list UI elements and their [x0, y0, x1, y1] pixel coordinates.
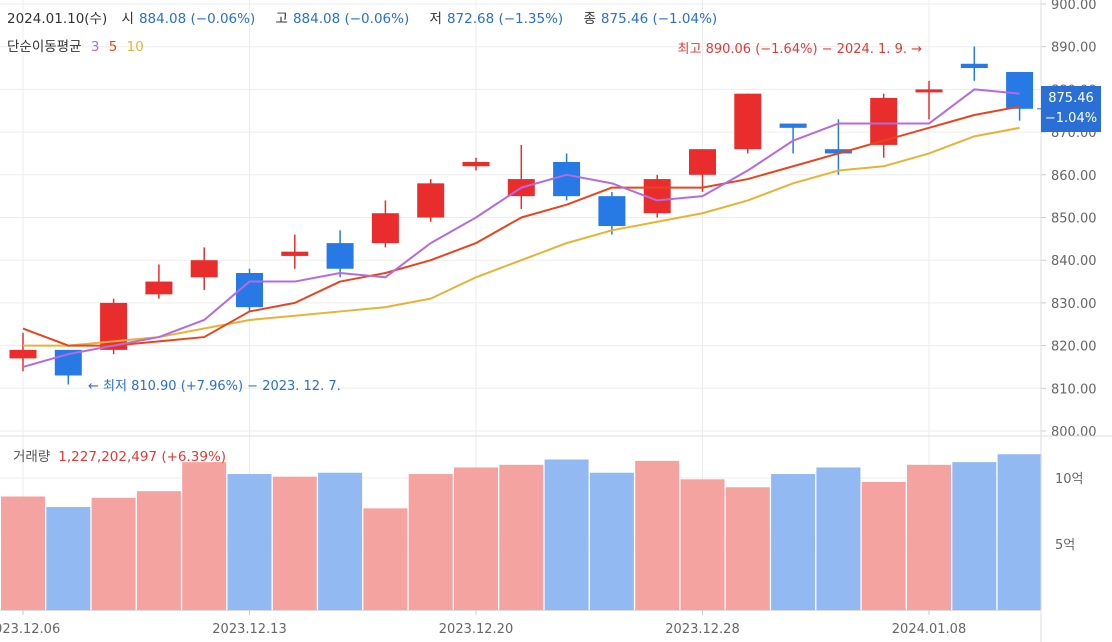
date-axis-label: 2023.12.06 [0, 622, 60, 637]
volume-bar [952, 462, 997, 610]
ma3-line [22, 88, 1020, 368]
info-high-value: 884.08 (−0.06%) [292, 11, 410, 27]
candle-body [281, 251, 309, 256]
volume-bar [680, 479, 725, 610]
candle-body [689, 149, 716, 175]
volume-axis-label: 5억 [1055, 538, 1075, 553]
info-open-value: 884.08 (−0.06%) [138, 11, 256, 27]
date-axis-label: 2023.12.28 [665, 622, 739, 637]
volume-bar [907, 464, 951, 610]
volume-bar [272, 476, 317, 610]
price-axis-label: 810.00 [1051, 382, 1097, 397]
volume-label: 거래량 [13, 449, 51, 465]
ma5-legend-label: 5 [108, 39, 118, 55]
ma3-legend-label: 3 [90, 39, 100, 55]
info-date: 2024.01.10(수) [7, 11, 108, 27]
current-change: −1.04% [1044, 111, 1098, 126]
high-annotation: 최고 890.06 (−1.64%) − 2024. 1. 9. → [677, 42, 922, 57]
volume-bar [771, 474, 816, 610]
ma10-line [23, 126, 1020, 347]
current-price-tag: 875.46 −1.04% [1041, 86, 1101, 132]
volume-bar [46, 507, 91, 610]
info-low-value: 872.68 (−1.35%) [446, 11, 564, 27]
volume-bar [227, 474, 272, 610]
price-axis-label: 860.00 [1051, 169, 1097, 184]
volume-bar [635, 460, 680, 610]
volume-bar [499, 464, 544, 610]
price-axis-label: 900.00 [1051, 0, 1097, 13]
candle-body [779, 123, 807, 128]
candles [9, 46, 1034, 385]
volume-bar [589, 472, 634, 610]
moving-average-legend[interactable]: 단순이동평균 3 5 10 [7, 35, 149, 55]
volume-value: 1,227,202,497 (+6.39%) [58, 449, 227, 465]
candle-body [417, 183, 445, 218]
volume-bars [1, 454, 1042, 610]
volume-bar [454, 467, 498, 610]
date-axis-label: 2023.12.13 [212, 622, 286, 637]
info-close-value: 875.46 (−1.04%) [600, 11, 718, 27]
volume-bar [91, 497, 136, 610]
price-axis-label: 890.00 [1051, 41, 1097, 56]
volume-bar [1, 496, 45, 610]
price-axis-label: 840.00 [1051, 254, 1097, 269]
date-axis-label: 2023.12.20 [439, 622, 513, 637]
volume-bar [318, 472, 363, 610]
candle-body [1006, 71, 1034, 109]
ma5-line [22, 105, 1020, 347]
volume-legend: 거래량 1,227,202,497 (+6.39%) [13, 445, 226, 465]
ohlc-info-bar: 2024.01.10(수) 시 884.08 (−0.06%) 고 884.08 (… [7, 7, 733, 27]
candle-body [824, 149, 852, 154]
current-price: 875.46 [1048, 91, 1094, 106]
info-close-label: 종 [583, 11, 596, 27]
candle-body [734, 93, 762, 150]
volume-bar [363, 508, 408, 610]
volume-bar [544, 459, 589, 610]
candle-body [915, 89, 943, 93]
moving-average-lines [22, 88, 1020, 368]
low-annotation: ← 최저 810.90 (+7.96%) − 2023. 12. 7. [88, 379, 341, 394]
ma10-legend-label: 10 [126, 39, 144, 55]
volume-axis-label: 10억 [1055, 472, 1084, 487]
candle-body [145, 281, 173, 295]
volume-bar [408, 474, 453, 610]
price-axis-label: 830.00 [1051, 297, 1097, 312]
candle-body [553, 161, 581, 197]
price-axis-label: 850.00 [1051, 212, 1097, 227]
ma-legend-title: 단순이동평균 [7, 39, 82, 55]
candle-body [9, 349, 37, 359]
price-axis-label: 820.00 [1051, 340, 1097, 355]
candle-body [371, 213, 399, 244]
price-axis-label: 800.00 [1051, 425, 1097, 440]
volume-bar [136, 491, 181, 610]
candle-body [462, 161, 490, 167]
info-high-label: 고 [275, 11, 288, 27]
date-axis-label: 2024.01.08 [892, 622, 966, 637]
volume-bar [861, 481, 906, 610]
volume-bar [182, 462, 227, 610]
candle-body [190, 260, 218, 278]
candle-body [960, 63, 988, 69]
info-low-label: 저 [429, 11, 442, 27]
volume-bar [816, 467, 861, 610]
candle-body [326, 243, 354, 269]
info-open-label: 시 [121, 11, 134, 27]
candle-body [598, 196, 626, 227]
volume-bar [997, 454, 1042, 610]
volume-bar [725, 487, 770, 610]
